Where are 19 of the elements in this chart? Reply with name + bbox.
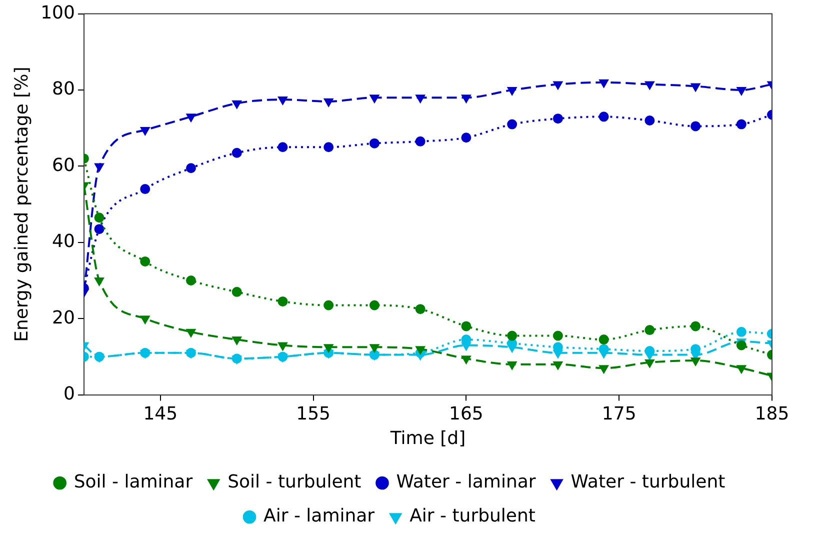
legend-label: Soil - turbulent [228, 472, 362, 493]
y-tick-label: 20 [52, 307, 75, 328]
x-tick-label: 175 [602, 403, 636, 424]
y-axis-title: Energy gained percentage [%] [11, 66, 32, 342]
x-tick-label: 145 [143, 403, 178, 424]
y-tick-label: 40 [52, 231, 75, 252]
legend-label: Air - laminar [264, 506, 376, 527]
x-tick-label: 155 [296, 403, 330, 424]
y-tick-label: 80 [52, 78, 75, 100]
legend-label: Air - turbulent [410, 506, 536, 527]
y-tick-label: 0 [64, 383, 75, 404]
x-axis-title: Time [d] [389, 428, 466, 449]
y-tick-label: 60 [52, 154, 75, 176]
x-tick-label: 165 [449, 403, 484, 424]
legend-label: Water - turbulent [570, 472, 726, 493]
y-tick-label: 100 [40, 2, 75, 24]
legend-label: Water - laminar [396, 472, 536, 493]
legend-label: Soil - laminar [74, 472, 194, 493]
x-tick-label: 185 [754, 403, 790, 424]
